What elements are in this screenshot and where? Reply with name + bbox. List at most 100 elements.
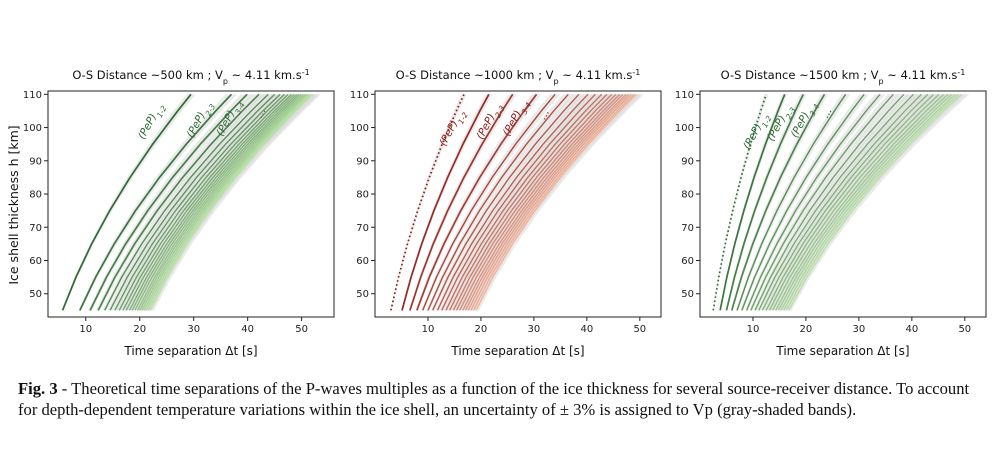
x-tick-label: 40 — [580, 324, 593, 335]
series-line — [109, 93, 276, 311]
x-tick-label: 10 — [79, 324, 92, 335]
series-line — [758, 93, 914, 311]
series-line — [775, 93, 945, 311]
series-line — [736, 93, 847, 311]
series-line — [475, 93, 637, 311]
series-line — [730, 93, 826, 311]
series-line — [745, 93, 881, 311]
series-line — [118, 93, 285, 311]
series-line — [122, 93, 289, 311]
x-tick-label: 10 — [747, 324, 760, 335]
y-tick-label: 100 — [350, 123, 369, 134]
series-annotation: ... — [253, 106, 268, 120]
x-tick-label: 20 — [800, 324, 813, 335]
series-line — [401, 93, 490, 311]
series-line — [754, 93, 905, 311]
y-tick-label: 100 — [675, 123, 694, 134]
x-axis-label: Time separation Δt [s] — [450, 344, 584, 358]
series-line — [780, 93, 953, 311]
series-annotation: (PeP)1-2 — [136, 101, 168, 143]
series-line — [114, 93, 281, 311]
chart-title: O-S Distance ~500 km ; Vp ~ 4.11 km.s-1 — [72, 68, 309, 86]
series-line — [131, 93, 298, 311]
series-line — [768, 93, 935, 311]
y-axis-label: Ice shell thickness h [km] — [6, 125, 21, 284]
series-line — [449, 93, 608, 311]
series-line — [141, 93, 306, 311]
figure-caption-text: - Theoretical time separations of the P-… — [18, 379, 970, 419]
series-line — [441, 93, 596, 311]
x-tick-label: 50 — [958, 324, 971, 335]
x-tick-label: 20 — [475, 324, 488, 335]
series-line — [147, 93, 312, 311]
chart-panel-3: 10 20 30 40 50 50 60 70 80 90 100 110 O-S Distance ~… — [675, 68, 987, 358]
series-line — [61, 93, 192, 311]
series-line — [765, 93, 929, 311]
series-line — [445, 93, 603, 311]
series-line — [761, 93, 922, 311]
series-line — [464, 93, 627, 311]
y-tick-label: 50 — [29, 289, 42, 300]
series-line — [97, 93, 260, 311]
figure-caption: Fig. 3 - Theoretical time separations of… — [18, 378, 990, 420]
x-tick-label: 50 — [633, 324, 646, 335]
series-line — [136, 93, 302, 311]
y-tick-label: 110 — [23, 90, 42, 101]
series-line — [79, 93, 233, 311]
chart-title: O-S Distance ~1000 km ; Vp ~ 4.11 km.s-1 — [396, 68, 641, 86]
series-line — [750, 93, 894, 311]
series-line — [436, 93, 589, 311]
y-tick-label: 90 — [681, 156, 694, 167]
series-annotation: ... — [819, 106, 834, 120]
y-tick-label: 60 — [356, 256, 369, 267]
plot-area — [390, 93, 644, 311]
series-line — [104, 93, 269, 311]
figure-caption-label: Fig. 3 — [18, 379, 58, 398]
x-tick-label: 20 — [133, 324, 146, 335]
x-axis-label: Time separation Δt [s] — [123, 344, 257, 358]
series-line — [771, 93, 940, 311]
x-tick-label: 10 — [422, 324, 435, 335]
y-tick-label: 80 — [29, 190, 42, 201]
series-line — [788, 93, 963, 311]
series-line — [422, 93, 556, 311]
y-tick-label: 60 — [29, 256, 42, 267]
y-tick-label: 90 — [356, 156, 369, 167]
y-tick-label: 80 — [681, 190, 694, 201]
series-line — [128, 93, 295, 311]
chart-title: O-S Distance ~1500 km ; Vp ~ 4.11 km.s-1 — [721, 68, 966, 86]
series-line — [145, 93, 310, 311]
series-line — [725, 93, 805, 311]
series-line — [719, 94, 786, 311]
y-tick-label: 80 — [356, 190, 369, 201]
series-line — [125, 93, 292, 311]
series-line — [143, 93, 308, 311]
y-tick-label: 70 — [356, 223, 369, 234]
x-tick-label: 40 — [241, 324, 254, 335]
chart-panel-2: 10 20 30 40 50 50 60 70 80 90 100 110 O-S Distance ~… — [350, 68, 662, 358]
axes-frame — [699, 90, 987, 318]
y-tick-label: 70 — [681, 223, 694, 234]
series-line — [139, 93, 304, 311]
series-line — [427, 93, 569, 311]
y-tick-label: 50 — [356, 289, 369, 300]
series-line — [134, 93, 300, 311]
series-line — [472, 93, 635, 311]
series-line — [470, 93, 632, 311]
y-tick-label: 60 — [681, 256, 694, 267]
series-line — [455, 93, 617, 311]
y-tick-label: 110 — [350, 90, 369, 101]
uncertainty-band — [473, 94, 644, 311]
series-line — [416, 93, 538, 311]
series-line — [149, 93, 313, 311]
figure-3: Ice shell thickness h [km] 10 20 30 40 50 50 6… — [6, 68, 987, 358]
y-tick-label: 90 — [29, 156, 42, 167]
series-line — [89, 93, 248, 311]
series-line — [785, 93, 959, 311]
uncertainty-band — [146, 94, 321, 311]
plot-area — [712, 93, 970, 311]
series-line — [409, 93, 514, 311]
series-line — [741, 93, 865, 311]
x-tick-label: 50 — [295, 324, 308, 335]
x-tick-label: 30 — [853, 324, 866, 335]
